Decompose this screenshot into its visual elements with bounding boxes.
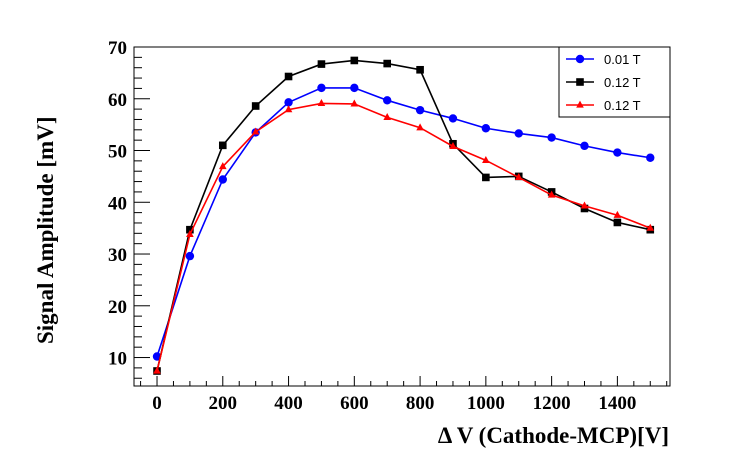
x-tick-label: 800 bbox=[406, 393, 435, 414]
series-3-point bbox=[547, 190, 556, 198]
series-3-line bbox=[156, 102, 651, 372]
x-axis-title: Δ V (Cathode-MCP)[V] bbox=[438, 423, 669, 448]
series-1-point bbox=[613, 148, 622, 157]
y-tick-label: 70 bbox=[108, 38, 127, 59]
series-2-point bbox=[416, 65, 424, 74]
series-3-point bbox=[449, 142, 457, 149]
legend-marker-1 bbox=[575, 54, 585, 64]
x-tick-label: 200 bbox=[209, 393, 238, 414]
series-1-point bbox=[218, 175, 227, 184]
legend-label-1: 0.01 T bbox=[604, 52, 641, 67]
series-2-point bbox=[350, 56, 359, 65]
series-1-point bbox=[448, 114, 458, 123]
series-1-line bbox=[156, 87, 651, 357]
series-3-point bbox=[251, 127, 260, 135]
y-tick-label: 60 bbox=[108, 90, 127, 111]
y-tick-label: 40 bbox=[108, 193, 127, 214]
series-3-point bbox=[186, 229, 194, 237]
series-2-point bbox=[284, 72, 293, 81]
x-tick-label: 400 bbox=[274, 393, 303, 414]
series-3-point bbox=[153, 366, 161, 374]
x-tick-label: 1200 bbox=[533, 393, 571, 414]
series-3-point bbox=[646, 223, 655, 231]
series-1-point bbox=[317, 83, 326, 93]
series-1-point bbox=[514, 129, 523, 138]
y-tick-labels: 10 20 30 40 50 60 70 bbox=[108, 38, 127, 370]
series-1-point bbox=[580, 141, 589, 151]
series-1-point bbox=[185, 251, 195, 261]
legend-marker-3 bbox=[576, 100, 584, 108]
series-3-point bbox=[482, 155, 490, 163]
series-2-point bbox=[383, 59, 392, 68]
series-3-point bbox=[416, 123, 424, 131]
series-1-point bbox=[284, 98, 293, 107]
x-tick-label: 600 bbox=[340, 393, 369, 414]
legend: 0.01 T 0.12 T 0.12 T bbox=[558, 46, 671, 118]
x-tick-label: 1000 bbox=[467, 393, 505, 414]
plot-frame bbox=[133, 46, 671, 387]
series-3-point bbox=[284, 105, 293, 113]
legend-label-2: 0.12 T bbox=[604, 75, 641, 90]
series-2-point bbox=[482, 173, 490, 182]
series-2-point bbox=[218, 141, 227, 150]
series-1-point bbox=[383, 96, 392, 105]
legend-marker-2 bbox=[576, 78, 584, 86]
series-2-point bbox=[251, 102, 260, 110]
series-3-point bbox=[317, 99, 326, 107]
series-3-point bbox=[580, 201, 589, 209]
y-tick-label: 20 bbox=[108, 297, 127, 318]
series-1-point bbox=[646, 153, 655, 162]
series-1-point bbox=[415, 105, 425, 115]
series-3 bbox=[153, 99, 655, 374]
legend-label-3: 0.12 T bbox=[604, 98, 641, 113]
y-tick-label: 30 bbox=[108, 245, 127, 266]
series-3-point bbox=[613, 210, 622, 218]
series-layer bbox=[152, 56, 655, 375]
series-3-point bbox=[218, 162, 227, 170]
x-tick-labels: 0 200 400 600 800 1000 1200 1400 bbox=[152, 393, 636, 414]
x-tick-label: 1400 bbox=[598, 393, 636, 414]
series-3-point bbox=[383, 113, 392, 121]
series-1-point bbox=[481, 124, 491, 133]
series-3-point bbox=[514, 173, 523, 181]
series-2-point bbox=[317, 60, 326, 68]
series-1 bbox=[152, 83, 655, 361]
series-1-point bbox=[350, 83, 359, 93]
y-axis-title: Signal Amplitude [mV] bbox=[33, 117, 58, 344]
series-1-point bbox=[547, 133, 556, 142]
axis-ticks bbox=[134, 46, 668, 386]
y-tick-label: 50 bbox=[108, 142, 127, 163]
x-tick-label: 0 bbox=[152, 393, 162, 414]
series-2-point bbox=[186, 225, 194, 234]
series-3-point bbox=[350, 99, 359, 107]
y-tick-label: 10 bbox=[108, 349, 127, 370]
series-2-point bbox=[613, 218, 622, 227]
